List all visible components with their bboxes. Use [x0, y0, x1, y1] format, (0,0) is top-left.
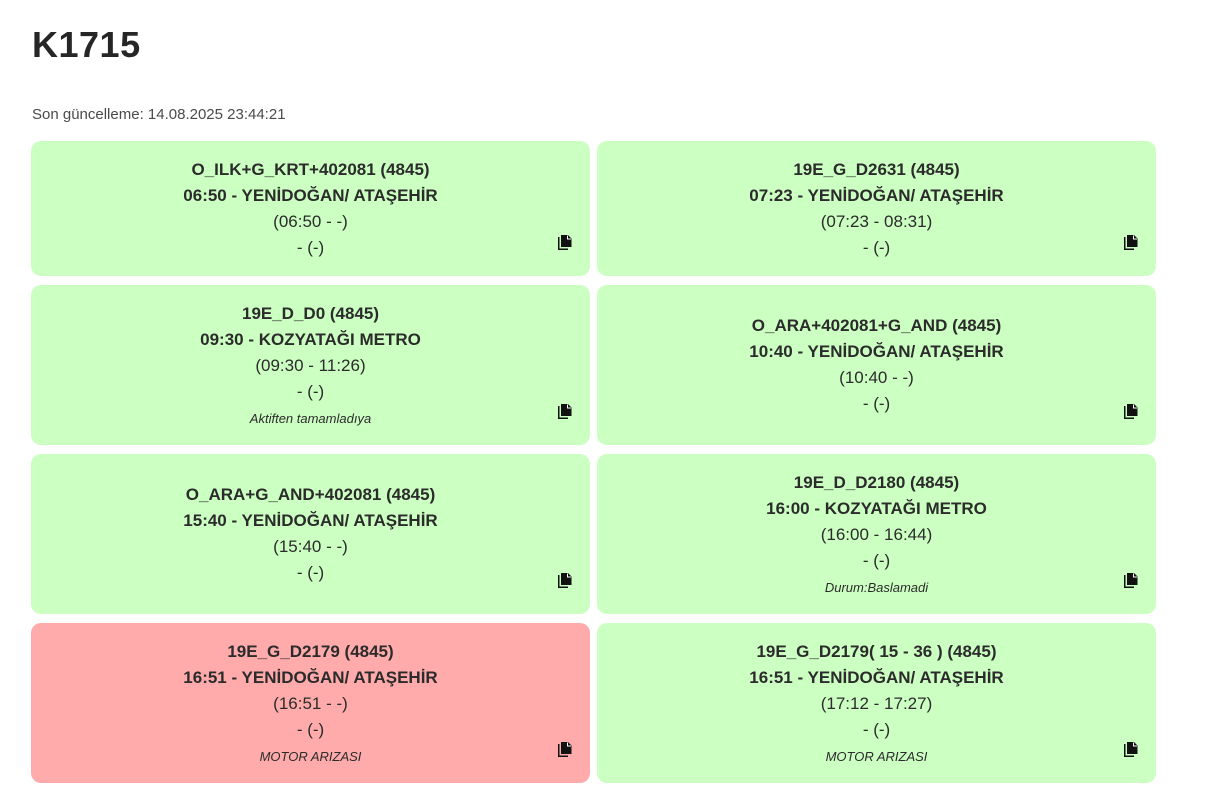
trip-time-range: (16:51 - -) [273, 694, 348, 713]
trip-extra: - (-) [862, 237, 891, 257]
trip-time-range: (10:40 - -) [839, 368, 914, 387]
copy-icon[interactable] [557, 741, 573, 759]
trip-code: O_ARA+G_AND+402081 (4845) [185, 485, 436, 504]
trip-departure: 15:40 - YENİDOĞAN/ ATAŞEHİR [183, 511, 438, 530]
trip-code: 19E_G_D2179( 15 - 36 ) (4845) [756, 642, 997, 661]
trip-card: 19E_G_D2631 (4845) 07:23 - YENİDOĞAN/ ATA… [597, 141, 1156, 276]
trip-time-range: (09:30 - 11:26) [255, 356, 366, 375]
trip-extra: - (-) [862, 394, 891, 413]
trip-time-range: (15:40 - -) [273, 537, 348, 556]
trip-departure: 06:50 - YENİDOĞAN/ ATAŞEHİR [183, 185, 438, 205]
trip-code: 19E_G_D2179 (4845) [227, 642, 394, 661]
trip-code: 19E_G_D2631 (4845) [793, 159, 960, 179]
trip-departure: 10:40 - YENİDOĞAN/ ATAŞEHİR [749, 342, 1004, 361]
trip-departure: 16:51 - YENİDOĞAN/ ATAŞEHİR [183, 668, 438, 687]
copy-icon[interactable] [557, 403, 573, 421]
trip-note: MOTOR ARIZASI [259, 749, 362, 764]
trip-extra: - (-) [296, 237, 325, 257]
trip-card-grid: O_ILK+G_KRT+402081 (4845) 06:50 - YENİDOĞ… [31, 141, 1156, 783]
trip-card: 19E_G_D2179( 15 - 36 ) (4845) 16:51 - YEN… [597, 623, 1156, 783]
trip-card: 19E_D_D2180 (4845) 16:00 - KOZYATAĞI METR… [597, 454, 1156, 614]
trip-extra: - (-) [862, 720, 891, 739]
copy-icon[interactable] [1123, 234, 1139, 252]
last-update-text: Son güncelleme: 14.08.2025 23:44:21 [32, 106, 286, 123]
trip-note: Durum:Baslamadi [824, 580, 929, 595]
trip-time-range: (07:23 - 08:31) [820, 211, 933, 231]
trip-departure: 16:00 - KOZYATAĞI METRO [766, 499, 987, 518]
trip-note: MOTOR ARIZASI [825, 749, 928, 764]
trip-extra: - (-) [296, 563, 325, 582]
trip-note: Aktiften tamamladıya [249, 411, 372, 426]
trip-code: 19E_D_D2180 (4845) [793, 473, 960, 492]
trip-departure: 07:23 - YENİDOĞAN/ ATAŞEHİR [749, 185, 1004, 205]
trip-extra: - (-) [296, 720, 325, 739]
trip-time-range: (17:12 - 17:27) [820, 694, 933, 713]
copy-icon[interactable] [1123, 741, 1139, 759]
copy-icon[interactable] [1123, 572, 1139, 590]
trip-card: O_ILK+G_KRT+402081 (4845) 06:50 - YENİDOĞ… [31, 141, 590, 276]
copy-icon[interactable] [557, 234, 573, 252]
page-title: K1715 [32, 24, 141, 65]
trip-departure: 16:51 - YENİDOĞAN/ ATAŞEHİR [749, 668, 1004, 687]
copy-icon[interactable] [557, 572, 573, 590]
copy-icon[interactable] [1123, 403, 1139, 421]
trip-card: O_ARA+402081+G_AND (4845) 10:40 - YENİDOĞ… [597, 285, 1156, 445]
trip-departure: 09:30 - KOZYATAĞI METRO [200, 330, 421, 349]
trip-card: O_ARA+G_AND+402081 (4845) 15:40 - YENİDOĞ… [31, 454, 590, 614]
trip-code: 19E_D_D0 (4845) [241, 304, 380, 323]
trip-extra: - (-) [296, 382, 325, 401]
trip-time-range: (06:50 - -) [273, 211, 348, 231]
trip-extra: - (-) [862, 551, 891, 570]
trip-card: 19E_D_D0 (4845) 09:30 - KOZYATAĞI METRO (0… [31, 285, 590, 445]
trip-time-range: (16:00 - 16:44) [820, 525, 933, 544]
trip-card: 19E_G_D2179 (4845) 16:51 - YENİDOĞAN/ ATA… [31, 623, 590, 783]
trip-code: O_ARA+402081+G_AND (4845) [751, 316, 1002, 335]
trip-code: O_ILK+G_KRT+402081 (4845) [191, 159, 430, 179]
